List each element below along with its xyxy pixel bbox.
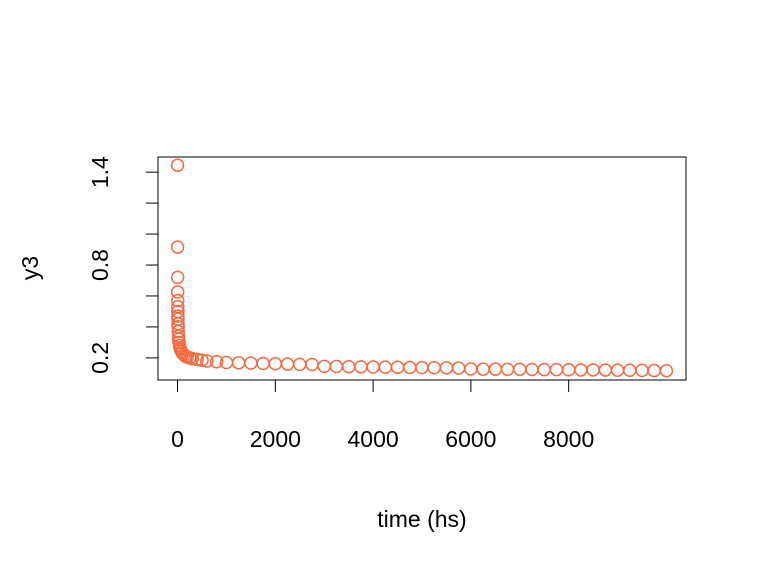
point	[574, 363, 588, 377]
y-tick-label: 0.8	[87, 249, 113, 281]
point	[525, 362, 539, 377]
point	[354, 360, 368, 374]
point	[231, 356, 246, 370]
point	[464, 362, 478, 376]
point	[378, 360, 393, 374]
x-axis-label: time (hs)	[377, 506, 466, 532]
point	[488, 362, 503, 376]
point	[200, 354, 214, 368]
point	[537, 362, 551, 377]
point	[549, 362, 564, 377]
y-axis-label: y3	[17, 256, 43, 280]
y-tick-label: 0.2	[87, 342, 113, 374]
x-tick-label: 6000	[445, 426, 496, 452]
point	[170, 285, 185, 299]
point	[305, 357, 319, 372]
point	[561, 363, 576, 377]
point	[500, 362, 515, 377]
point	[647, 363, 661, 378]
point	[190, 352, 204, 367]
point	[610, 363, 625, 378]
point	[244, 356, 258, 370]
point	[598, 363, 613, 377]
point	[623, 363, 637, 378]
x-tick-label: 4000	[348, 426, 399, 452]
point	[390, 360, 405, 375]
point	[415, 360, 429, 375]
point	[280, 357, 295, 371]
point	[170, 270, 185, 285]
point	[439, 361, 454, 375]
point	[171, 293, 185, 308]
point	[586, 363, 600, 377]
point	[427, 361, 441, 375]
point	[268, 357, 283, 371]
point	[476, 362, 490, 376]
point	[185, 351, 199, 366]
point	[209, 354, 224, 369]
point	[171, 324, 186, 339]
point	[329, 359, 344, 374]
point	[403, 360, 417, 375]
point	[317, 359, 331, 374]
point	[195, 353, 209, 367]
point	[341, 359, 356, 374]
plot-frame	[157, 156, 687, 381]
point	[293, 357, 307, 372]
x-tick-label: 8000	[543, 426, 594, 452]
point	[451, 361, 466, 375]
point	[513, 362, 527, 377]
point	[366, 360, 380, 374]
point	[170, 240, 185, 254]
y-tick-label: 1.4	[87, 156, 113, 188]
point	[635, 363, 649, 378]
point	[659, 363, 674, 378]
x-tick-label: 0	[171, 426, 184, 452]
point	[256, 356, 270, 371]
point	[170, 158, 185, 172]
x-tick-label: 2000	[250, 426, 301, 452]
